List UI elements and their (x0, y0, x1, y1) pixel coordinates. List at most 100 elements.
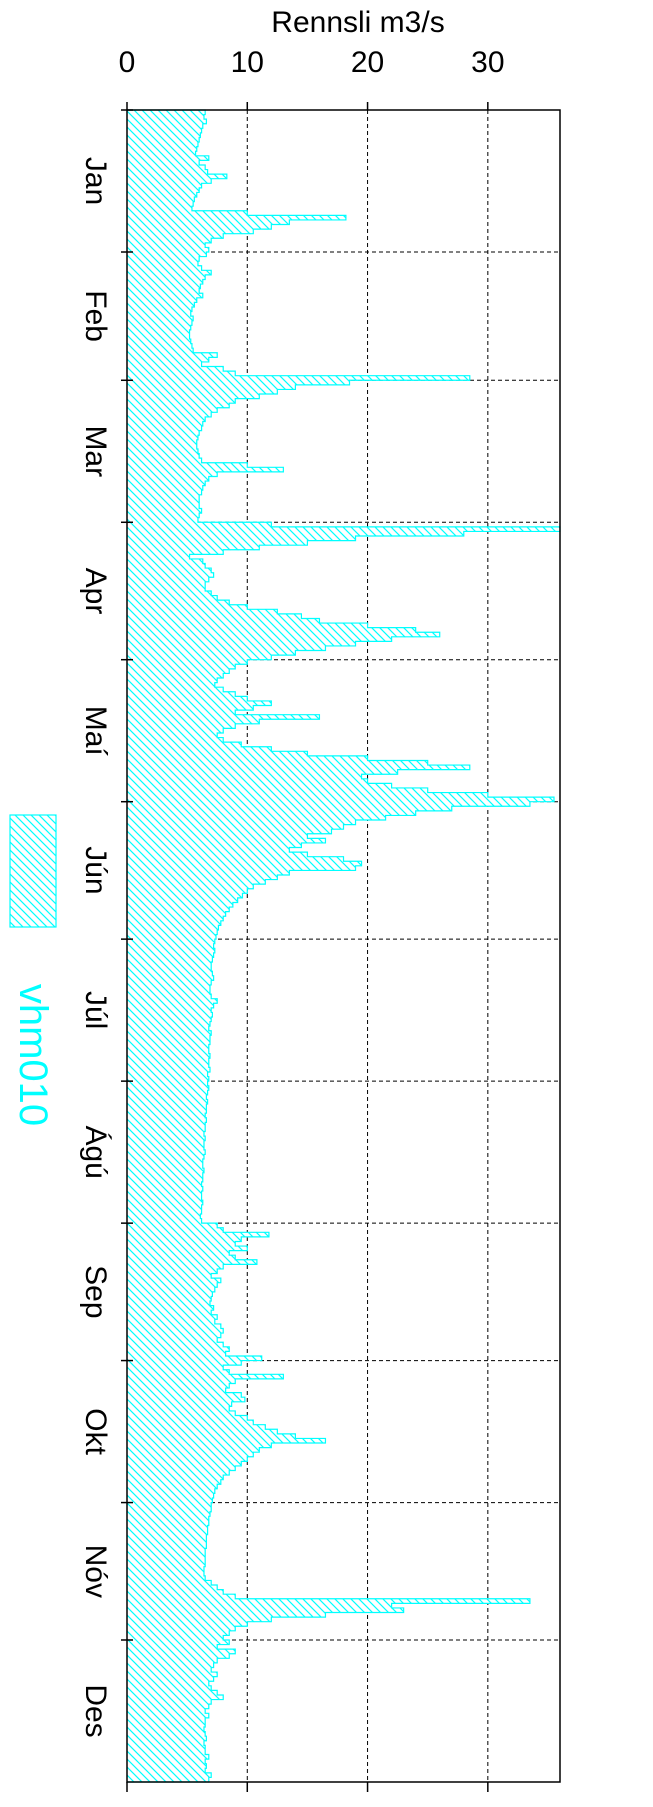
bar (127, 966, 212, 972)
bar (127, 1351, 226, 1357)
bar (127, 1273, 212, 1279)
bar (127, 687, 224, 693)
bar (127, 137, 200, 143)
bar (127, 810, 416, 816)
bar (127, 146, 197, 152)
bar (127, 1443, 272, 1448)
month-label: Nóv (79, 1545, 112, 1598)
bar (127, 824, 344, 830)
legend: vhm010 (9, 814, 57, 1126)
month-label: Feb (79, 290, 112, 342)
bar (127, 233, 224, 239)
bar (127, 590, 212, 596)
bar (127, 1401, 232, 1407)
bar (127, 1617, 272, 1623)
bar (127, 952, 214, 958)
bar (127, 1172, 203, 1178)
bar (127, 499, 200, 505)
bar (127, 132, 201, 138)
bar (127, 201, 194, 207)
bar (127, 1360, 242, 1366)
bar (127, 1763, 207, 1769)
bar (127, 1213, 201, 1219)
bar (127, 1145, 204, 1151)
bar (127, 897, 238, 903)
bar (127, 284, 201, 290)
bar (127, 178, 212, 184)
bar (127, 1058, 209, 1064)
bar (127, 948, 215, 954)
bar (127, 774, 362, 780)
bar (127, 1594, 236, 1600)
bar (127, 760, 428, 766)
bar (127, 494, 200, 500)
bar (127, 187, 200, 193)
bar (127, 1461, 242, 1467)
bar (127, 1667, 212, 1673)
bar (127, 1465, 236, 1471)
bar (127, 348, 194, 354)
bar (127, 1507, 212, 1513)
bar (127, 1406, 230, 1412)
bar (127, 270, 212, 276)
bar (127, 627, 416, 633)
bar (127, 865, 356, 871)
bar (127, 893, 243, 899)
bar (127, 641, 356, 647)
bar (127, 1539, 207, 1545)
bar (127, 1585, 218, 1591)
bar (127, 1094, 207, 1100)
bar (127, 1681, 209, 1687)
bar (127, 426, 202, 432)
bar (127, 316, 194, 322)
bar (127, 829, 332, 835)
bar (127, 833, 308, 839)
bar (127, 1493, 214, 1499)
bar (127, 1154, 204, 1160)
bar (127, 577, 209, 583)
bar (127, 229, 254, 235)
bar (127, 1676, 214, 1682)
bar (127, 128, 202, 134)
bar (127, 623, 368, 629)
bar (127, 1662, 214, 1668)
bar (127, 838, 326, 844)
bar (127, 962, 212, 968)
legend-swatch (9, 814, 57, 928)
bar (127, 471, 218, 477)
bar (127, 1017, 212, 1022)
bar (127, 155, 209, 161)
bar (127, 1067, 210, 1073)
bar (127, 888, 248, 894)
x-tick-label: 0 (119, 46, 136, 79)
bar (127, 1754, 209, 1760)
bar (127, 1511, 210, 1517)
bar (127, 1731, 206, 1737)
bar (127, 256, 200, 262)
bar (127, 613, 302, 619)
bar (127, 1388, 226, 1394)
bar (127, 907, 230, 913)
bar (127, 1076, 209, 1082)
series-vhm010-outline (127, 109, 561, 1783)
bar (127, 1049, 209, 1055)
bar (127, 545, 260, 551)
bar (127, 1163, 203, 1169)
bar (127, 1452, 254, 1458)
bar (127, 765, 470, 771)
bar (127, 746, 272, 752)
bar (127, 339, 191, 345)
bar (127, 412, 212, 418)
bar (127, 361, 202, 367)
bar (127, 1502, 212, 1508)
bar (127, 916, 224, 922)
bar (127, 1168, 204, 1174)
bar (127, 1305, 214, 1311)
bar (127, 934, 217, 940)
bar (127, 971, 213, 977)
bar (127, 247, 209, 253)
bar (127, 884, 254, 890)
bar (127, 581, 206, 587)
month-axis: Jan Feb Mar Apr Maí Jún Júl Ágú Sep Okt Nóv Des (79, 109, 133, 1738)
bar (127, 723, 236, 729)
